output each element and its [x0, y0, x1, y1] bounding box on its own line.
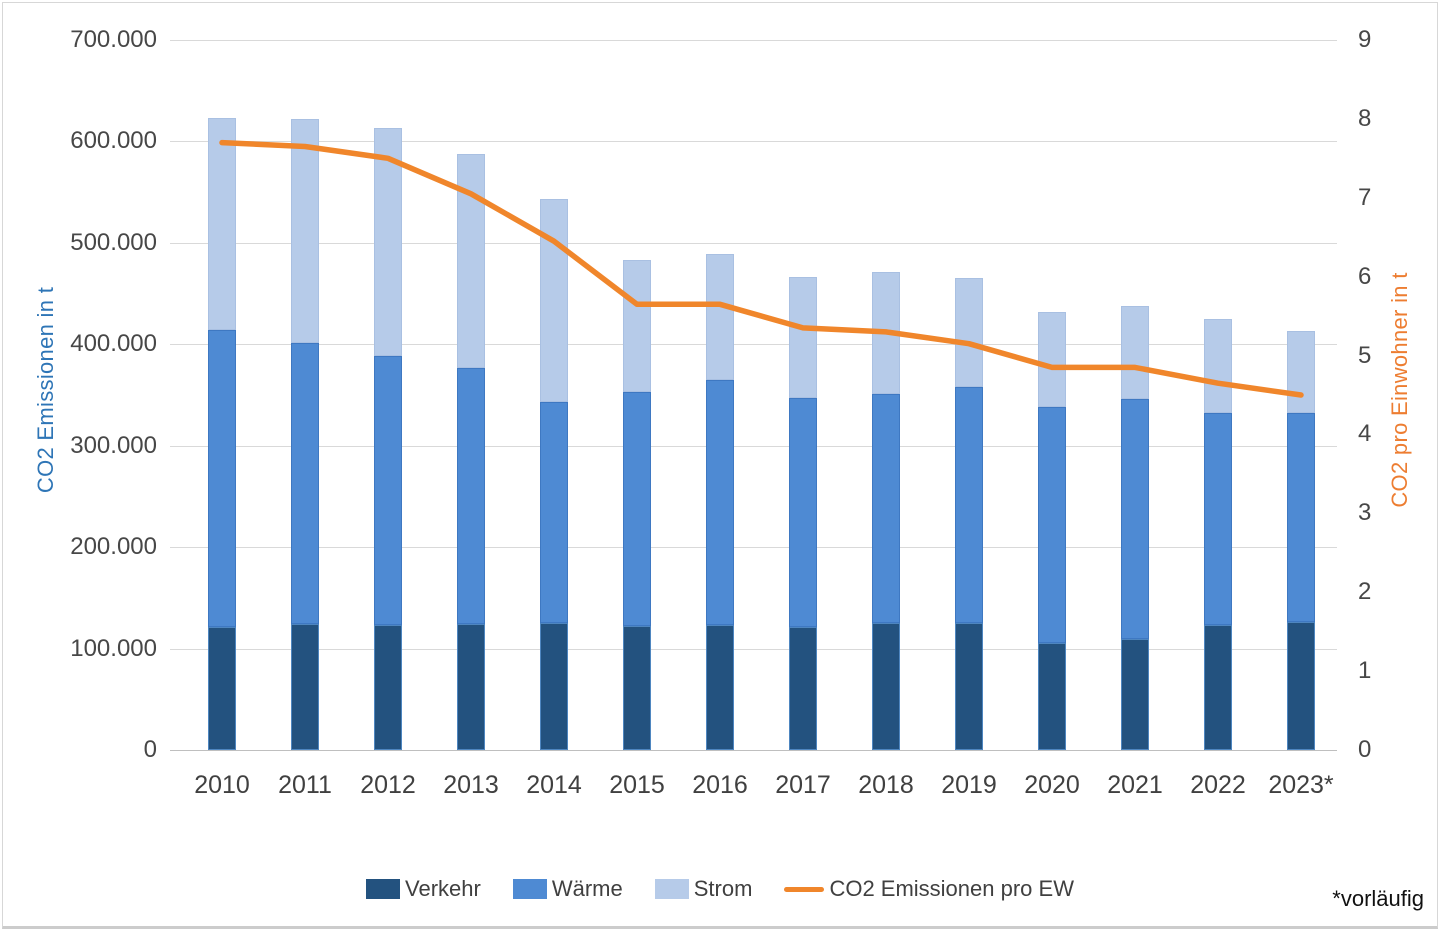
legend-label: Strom — [693, 876, 753, 901]
bar-segment-w-rme — [706, 379, 734, 626]
right-axis-tick-label: 9 — [1358, 26, 1372, 53]
bar-segment-w-rme — [789, 398, 817, 628]
bar-segment-strom — [374, 128, 402, 357]
right-axis-tick-label: 3 — [1358, 499, 1372, 527]
bar-segment-strom — [291, 119, 319, 344]
bar-segment-verkehr — [1204, 625, 1232, 750]
x-axis-label: 2010 — [194, 771, 250, 799]
bar-segment-strom — [1204, 318, 1232, 414]
bar-segment-w-rme — [1038, 407, 1066, 643]
gridline — [170, 344, 1337, 346]
left-axis-tick-label: 200.000 — [70, 533, 157, 561]
x-axis-label: 2019 — [941, 771, 997, 799]
bar-segment-strom — [789, 277, 817, 399]
bar-segment-strom — [1038, 311, 1066, 408]
bar-segment-w-rme — [540, 402, 568, 624]
bar-segment-verkehr — [955, 623, 983, 750]
right-axis-tick-label: 2 — [1358, 578, 1372, 606]
bar-segment-w-rme — [291, 343, 319, 625]
left-axis-tick-label: 100.000 — [70, 634, 157, 662]
left-axis-tick-label: 300.000 — [70, 431, 157, 459]
gridline — [170, 648, 1337, 650]
legend-color-swatch — [654, 879, 689, 899]
bar-segment-verkehr — [540, 623, 568, 750]
line-series-co2-pro-ew — [219, 139, 1304, 398]
x-axis-label: 2021 — [1107, 771, 1163, 799]
bar-segment-strom — [1287, 331, 1315, 414]
x-axis-label: 2017 — [775, 771, 831, 799]
right-axis-tick-label: 1 — [1358, 657, 1372, 685]
bar-segment-verkehr — [208, 627, 236, 750]
bar-segment-strom — [706, 254, 734, 380]
legend-line-swatch — [784, 886, 825, 892]
left-axis-tick-label: 600.000 — [70, 127, 157, 155]
bar-segment-w-rme — [955, 386, 983, 624]
legend-label: Wärme — [551, 876, 623, 901]
bar-segment-w-rme — [1287, 413, 1315, 623]
bar-segment-verkehr — [623, 626, 651, 750]
legend-color-swatch — [512, 879, 547, 899]
bar-segment-verkehr — [1287, 622, 1315, 750]
bar-segment-w-rme — [623, 391, 651, 627]
bar-segment-verkehr — [374, 625, 402, 750]
x-axis-label: 2022 — [1190, 771, 1246, 799]
legend-item-co2-emissionen-pro-ew: CO2 Emissionen pro EW — [784, 878, 1074, 900]
bar-segment-strom — [955, 278, 983, 387]
legend-item-verkehr: Verkehr — [366, 878, 481, 900]
left-axis-tick-label: 700.000 — [70, 26, 157, 53]
bar-segment-w-rme — [1204, 413, 1232, 626]
x-axis-line — [170, 750, 1337, 751]
legend-label: Verkehr — [405, 876, 481, 901]
legend-item-strom: Strom — [654, 876, 753, 901]
gridline — [170, 445, 1337, 447]
x-axis-label: 2014 — [526, 771, 582, 799]
gridline — [170, 242, 1337, 244]
left-axis-tick-label: 400.000 — [70, 330, 157, 358]
right-axis-tick-label: 6 — [1358, 262, 1372, 290]
gridline — [170, 141, 1337, 143]
x-axis-label: 2011 — [278, 771, 332, 799]
bar-segment-w-rme — [374, 356, 402, 626]
gridline — [170, 40, 1337, 41]
legend-item-w-rme: Wärme — [512, 876, 623, 901]
x-axis-label: 2013 — [443, 771, 499, 799]
bar-segment-w-rme — [1121, 399, 1149, 640]
x-axis-label: 2012 — [360, 771, 416, 799]
bar-segment-verkehr — [706, 625, 734, 750]
right-axis-tick-label: 4 — [1358, 420, 1372, 448]
right-axis-tick-label: 7 — [1358, 183, 1372, 211]
left-axis-tick-label: 500.000 — [70, 228, 157, 256]
bar-segment-strom — [623, 260, 651, 392]
bar-segment-verkehr — [872, 623, 900, 750]
gridline — [170, 547, 1337, 549]
bar-segment-w-rme — [457, 367, 485, 625]
x-axis-label: 2018 — [858, 771, 914, 799]
bar-segment-strom — [1121, 305, 1149, 400]
right-axis-tick-label: 8 — [1358, 104, 1372, 132]
legend-color-swatch — [366, 879, 401, 899]
bar-segment-verkehr — [291, 624, 319, 750]
right-axis-title: CO2 pro Einwohner in t — [1387, 272, 1412, 508]
x-axis-label: 2020 — [1024, 771, 1080, 799]
bar-segment-w-rme — [872, 394, 900, 624]
bar-segment-verkehr — [789, 627, 817, 750]
bar-segment-strom — [208, 118, 236, 331]
plot-area — [170, 40, 1337, 751]
legend: Verkehr Wärme Strom CO2 Emissionen pro EW — [0, 878, 1440, 900]
bar-segment-w-rme — [208, 330, 236, 628]
bar-segment-verkehr — [1038, 642, 1066, 750]
left-axis-title: CO2 Emissionen in t — [33, 286, 58, 494]
x-axis-label: 2023* — [1268, 771, 1334, 799]
right-axis-tick-label: 0 — [1358, 736, 1372, 763]
right-axis-tick-label: 5 — [1358, 341, 1372, 369]
x-axis-label: 2015 — [609, 771, 665, 799]
left-axis-tick-label: 0 — [143, 736, 157, 763]
bar-segment-verkehr — [1121, 639, 1149, 750]
bar-segment-verkehr — [457, 624, 485, 750]
legend-label: CO2 Emissionen pro EW — [829, 876, 1074, 901]
x-axis-label: 2016 — [692, 771, 748, 799]
footnote: *vorläufig — [1332, 886, 1424, 911]
